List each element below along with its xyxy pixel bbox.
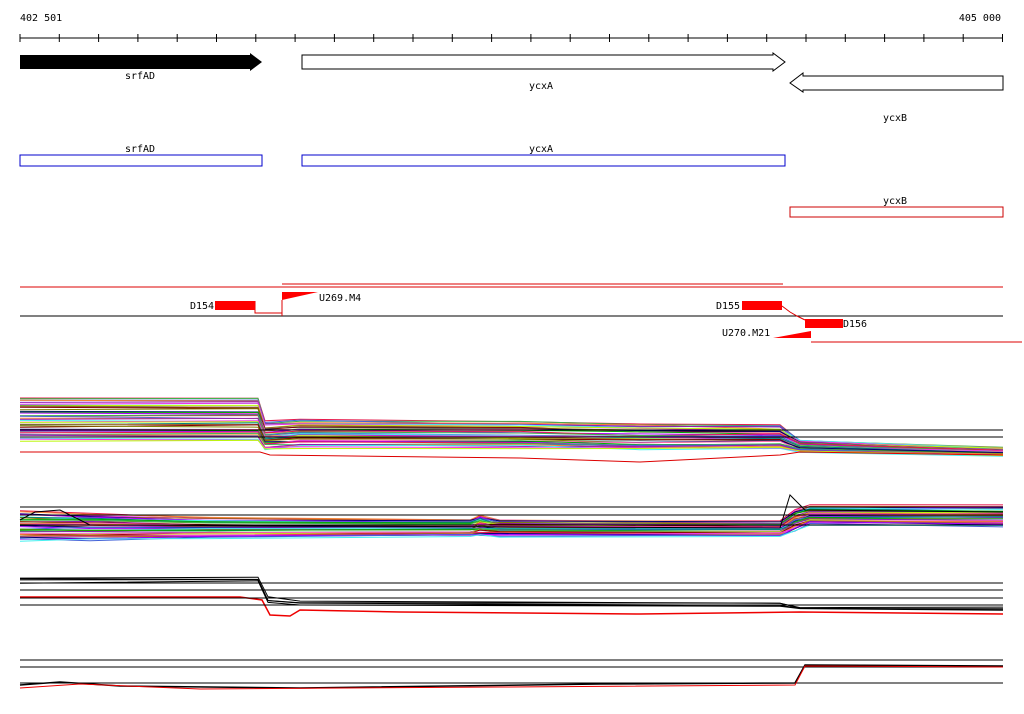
expression-line xyxy=(19,520,1004,536)
probe xyxy=(282,292,318,300)
expression-line xyxy=(19,420,1004,452)
probe-label: D154 xyxy=(190,301,214,312)
ruler-end: 405 000 xyxy=(959,13,1001,24)
probe xyxy=(805,319,843,328)
expression-tracks xyxy=(19,397,1004,690)
model-label: ycxB xyxy=(883,196,907,207)
expression-line xyxy=(19,434,1004,456)
gene-arrow xyxy=(789,71,1004,93)
expression-line xyxy=(19,414,1004,452)
gene-label: srfAD xyxy=(125,71,155,82)
probe xyxy=(742,301,782,310)
gene-model xyxy=(19,154,263,167)
gene-arrow xyxy=(301,52,786,72)
expression-line xyxy=(19,576,1004,609)
probe xyxy=(773,331,811,338)
expression-line xyxy=(20,596,1004,617)
expression-line xyxy=(19,524,1004,542)
expression-line xyxy=(20,451,1004,463)
probe-label: U269.M4 xyxy=(319,293,361,304)
model-label: ycxA xyxy=(529,144,553,155)
expression-line xyxy=(19,580,1004,611)
gene-model xyxy=(789,206,1004,218)
probe-label: U270.M21 xyxy=(722,328,770,339)
expression-line xyxy=(19,439,1004,456)
probe-label: D155 xyxy=(716,301,740,312)
gene-arrow xyxy=(20,53,262,71)
probe xyxy=(215,301,255,310)
ruler-start: 402 501 xyxy=(20,13,62,24)
gene-model xyxy=(301,154,786,167)
probe-label: D156 xyxy=(843,319,867,330)
probe-step xyxy=(781,305,806,321)
probe-step xyxy=(254,300,283,316)
ruler-ticks xyxy=(19,34,1003,42)
expression-line xyxy=(19,494,1004,529)
expression-line xyxy=(19,665,1004,690)
gene-label: ycxA xyxy=(529,81,553,92)
expression-line xyxy=(19,664,1004,689)
gene-label: ycxB xyxy=(883,113,907,124)
model-label: srfAD xyxy=(125,144,155,155)
